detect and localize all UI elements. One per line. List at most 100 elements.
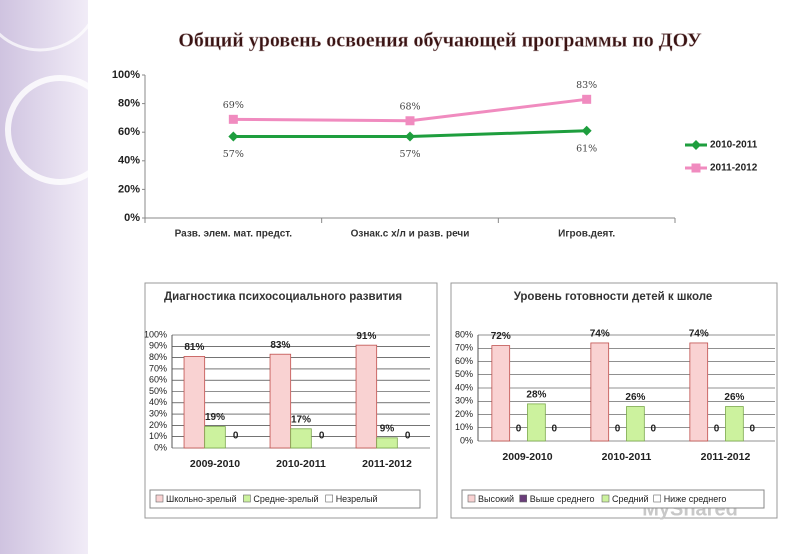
marker xyxy=(405,116,415,126)
value-label: 0 xyxy=(714,424,720,435)
value-label: 81% xyxy=(184,342,204,353)
value-label: 91% xyxy=(356,331,376,342)
bar xyxy=(269,353,292,449)
legend-marker xyxy=(691,140,701,150)
bar xyxy=(491,345,511,442)
legend-swatch xyxy=(653,494,662,503)
marker xyxy=(582,94,592,104)
bar xyxy=(590,342,610,442)
legend-swatch xyxy=(519,494,528,503)
bar xyxy=(689,342,709,442)
y-tick-label: 40% xyxy=(149,397,167,407)
bar xyxy=(204,426,226,449)
value-label: 57% xyxy=(399,149,420,160)
y-tick-label: 30% xyxy=(149,408,167,418)
legend-label: 2010-2011 xyxy=(710,140,758,151)
y-tick-label: 60% xyxy=(118,126,140,138)
side-decoration xyxy=(0,0,88,554)
y-tick-label: 0% xyxy=(124,212,140,224)
value-label: 0 xyxy=(650,424,656,435)
bar xyxy=(355,344,378,449)
value-label: 68% xyxy=(399,101,420,112)
x-tick-label: 2010-2011 xyxy=(602,451,652,463)
legend-swatch xyxy=(155,494,164,503)
legend-label: Средне-зрелый xyxy=(253,494,318,504)
value-label: 17% xyxy=(291,414,311,425)
legend-swatch xyxy=(601,494,610,503)
value-label: 0 xyxy=(319,431,325,442)
y-tick-label: 80% xyxy=(149,352,167,362)
marker xyxy=(228,114,238,124)
value-label: 0 xyxy=(233,431,239,442)
value-label: 19% xyxy=(205,412,225,423)
value-label: 69% xyxy=(223,100,244,111)
bar xyxy=(376,437,398,449)
bar xyxy=(626,406,645,442)
value-label: 0 xyxy=(405,431,411,442)
y-tick-label: 20% xyxy=(455,409,473,419)
value-label: 26% xyxy=(625,392,645,403)
y-tick-label: 70% xyxy=(149,363,167,373)
y-tick-label: 80% xyxy=(118,98,140,110)
value-label: 26% xyxy=(724,392,744,403)
legend-label: Выше среднего xyxy=(530,494,595,504)
decor-circle xyxy=(5,75,115,185)
y-tick-label: 0% xyxy=(154,442,167,452)
value-label: 83% xyxy=(270,340,290,351)
marker xyxy=(228,131,239,142)
y-tick-label: 70% xyxy=(455,343,473,353)
legend-label: Высокий xyxy=(478,494,514,504)
y-tick-label: 30% xyxy=(455,396,473,406)
marker xyxy=(405,131,415,142)
y-tick-label: 100% xyxy=(112,69,140,81)
y-tick-label: 10% xyxy=(455,422,473,432)
legend-swatch xyxy=(325,494,334,503)
value-label: 0 xyxy=(516,424,522,435)
legend-label: Незрелый xyxy=(336,494,378,504)
legend-frame xyxy=(461,489,765,509)
value-label: 74% xyxy=(689,329,709,340)
bar xyxy=(290,428,312,449)
value-label: 61% xyxy=(576,143,597,154)
legend-marker xyxy=(691,163,701,173)
x-tick-label: Разв. элем. мат. предст. xyxy=(175,229,293,240)
bar xyxy=(725,406,744,442)
chart-title: Уровень готовности детей к школе xyxy=(514,291,713,303)
value-label: 83% xyxy=(576,80,597,91)
x-tick-label: Ознак.с х/л и разв. речи xyxy=(351,229,470,240)
x-tick-label: 2009-2010 xyxy=(502,451,552,463)
y-tick-label: 50% xyxy=(455,369,473,379)
value-label: 9% xyxy=(380,423,395,434)
legend-label: Средний xyxy=(612,494,649,504)
y-tick-label: 40% xyxy=(455,382,473,392)
y-tick-label: 40% xyxy=(118,155,140,167)
y-tick-label: 0% xyxy=(460,435,473,445)
x-tick-label: 2010-2011 xyxy=(276,458,326,470)
chart-title: Диагностика психосоциального развития xyxy=(164,291,402,303)
value-label: 74% xyxy=(590,329,610,340)
x-tick-label: Игров.деят. xyxy=(558,229,615,240)
value-label: 0 xyxy=(749,424,755,435)
value-label: 28% xyxy=(526,390,546,401)
y-tick-label: 80% xyxy=(455,329,473,339)
x-tick-label: 2009-2010 xyxy=(190,458,240,470)
x-tick-label: 2011-2012 xyxy=(362,458,412,470)
decor-circle xyxy=(0,0,101,52)
y-tick-label: 60% xyxy=(149,375,167,385)
bar xyxy=(527,403,546,442)
y-tick-label: 20% xyxy=(118,183,140,195)
y-tick-label: 20% xyxy=(149,420,167,430)
legend-label: Школьно-зрелый xyxy=(166,494,237,504)
legend-swatch xyxy=(467,494,476,503)
x-tick-label: 2011-2012 xyxy=(701,451,751,463)
y-tick-label: 10% xyxy=(149,431,167,441)
legend-label: Ниже среднего xyxy=(664,494,727,504)
legend-swatch xyxy=(243,494,251,503)
chart-title: Общий уровень освоения обучающей програм… xyxy=(178,30,702,52)
value-label: 72% xyxy=(491,331,511,342)
y-tick-label: 50% xyxy=(149,386,167,396)
value-label: 0 xyxy=(551,424,557,435)
value-label: 0 xyxy=(615,424,621,435)
y-tick-label: 90% xyxy=(149,341,167,351)
